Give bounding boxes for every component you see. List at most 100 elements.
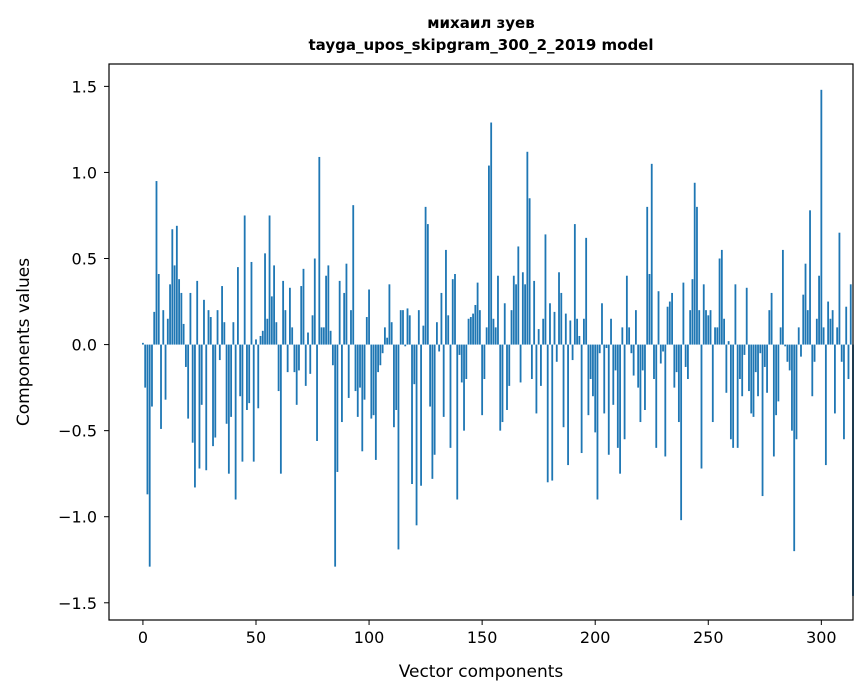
bar-212 [621, 327, 624, 345]
bar-287 [791, 344, 793, 431]
bar-105 [379, 344, 382, 366]
bar-115 [402, 310, 404, 345]
bar-251 [709, 310, 712, 345]
bar-237 [677, 344, 680, 423]
bar-50 [255, 339, 257, 345]
bar-133 [442, 344, 445, 417]
x-tick-label: 0 [138, 628, 148, 647]
bar-234 [671, 292, 673, 345]
bar-136 [449, 344, 452, 448]
bar-306 [834, 344, 836, 414]
bar-119 [411, 344, 413, 485]
bar-277 [768, 310, 771, 345]
bar-130 [436, 322, 438, 345]
bar-283 [781, 249, 784, 345]
bar-174 [535, 344, 538, 414]
bar-59 [275, 322, 278, 345]
bar-17 [180, 292, 183, 345]
bar-173 [533, 280, 536, 345]
bar-141 [460, 344, 463, 383]
bar-98 [363, 344, 366, 400]
bar-313 [849, 284, 852, 345]
bar-37 [225, 344, 228, 424]
bar-288 [793, 344, 796, 552]
bar-134 [445, 249, 447, 345]
bar-44 [241, 344, 244, 462]
bar-255 [718, 258, 721, 345]
bar-18 [182, 323, 185, 345]
bar-23 [194, 344, 196, 488]
bars-group [142, 89, 854, 596]
bar-135 [447, 315, 450, 345]
bar-123 [420, 344, 422, 486]
bar-165 [515, 284, 517, 345]
bar-171 [528, 198, 531, 345]
bar-87 [338, 280, 341, 345]
bar-220 [639, 344, 642, 423]
bar-304 [829, 318, 832, 345]
bar-297 [813, 344, 816, 362]
bar-218 [635, 310, 637, 345]
bar-163 [510, 310, 513, 345]
bar-307 [836, 327, 839, 345]
bar-26 [200, 344, 203, 405]
bar-68 [295, 344, 298, 405]
bar-223 [646, 206, 649, 345]
bar-198 [589, 344, 592, 380]
y-tick-label: −1.0 [58, 508, 97, 527]
bar-309 [840, 344, 843, 362]
bar-245 [696, 206, 698, 345]
bar-282 [779, 327, 782, 345]
bar-33 [216, 310, 219, 345]
bar-56 [268, 215, 271, 345]
bar-93 [352, 205, 355, 345]
bar-151 [483, 344, 486, 380]
bar-52 [259, 335, 262, 345]
bar-144 [467, 318, 470, 345]
bar-301 [822, 327, 825, 345]
bar-28 [205, 344, 208, 471]
bar-2 [146, 344, 149, 495]
x-axis-ticks: 0 50 100 150 200 250 300 [138, 620, 837, 647]
bar-219 [637, 344, 640, 388]
bar-48 [250, 261, 253, 345]
bar-97 [361, 344, 364, 452]
bar-13 [171, 229, 174, 345]
bar-200 [594, 344, 597, 433]
bar-262 [734, 284, 737, 345]
bar-78 [318, 156, 321, 345]
bar-74 [309, 344, 312, 374]
bar-227 [655, 344, 658, 448]
bar-274 [761, 344, 764, 497]
bar-285 [786, 344, 789, 362]
bar-21 [189, 292, 192, 345]
bar-147 [474, 304, 477, 345]
bar-278 [770, 292, 773, 345]
bar-201 [596, 344, 599, 500]
bar-129 [433, 344, 436, 455]
bar-27 [203, 299, 205, 345]
bar-244 [693, 182, 696, 345]
bar-41 [234, 344, 237, 500]
bar-8 [160, 344, 162, 429]
bar-181 [551, 344, 554, 481]
bar-138 [454, 274, 456, 345]
bar-34 [218, 344, 221, 361]
bar-168 [521, 272, 524, 345]
bar-238 [680, 344, 683, 521]
bar-261 [732, 344, 735, 448]
bar-256 [720, 249, 723, 345]
bar-281 [777, 344, 780, 402]
bar-162 [508, 344, 511, 386]
bar-15 [175, 225, 178, 345]
bar-250 [707, 315, 710, 345]
bar-158 [499, 344, 502, 431]
bar-279 [772, 344, 775, 457]
bar-197 [587, 344, 590, 416]
bar-39 [230, 344, 233, 417]
bar-221 [641, 344, 644, 371]
bar-179 [546, 344, 549, 483]
bar-224 [648, 274, 651, 345]
chart-title: михаил зуев [427, 14, 534, 32]
